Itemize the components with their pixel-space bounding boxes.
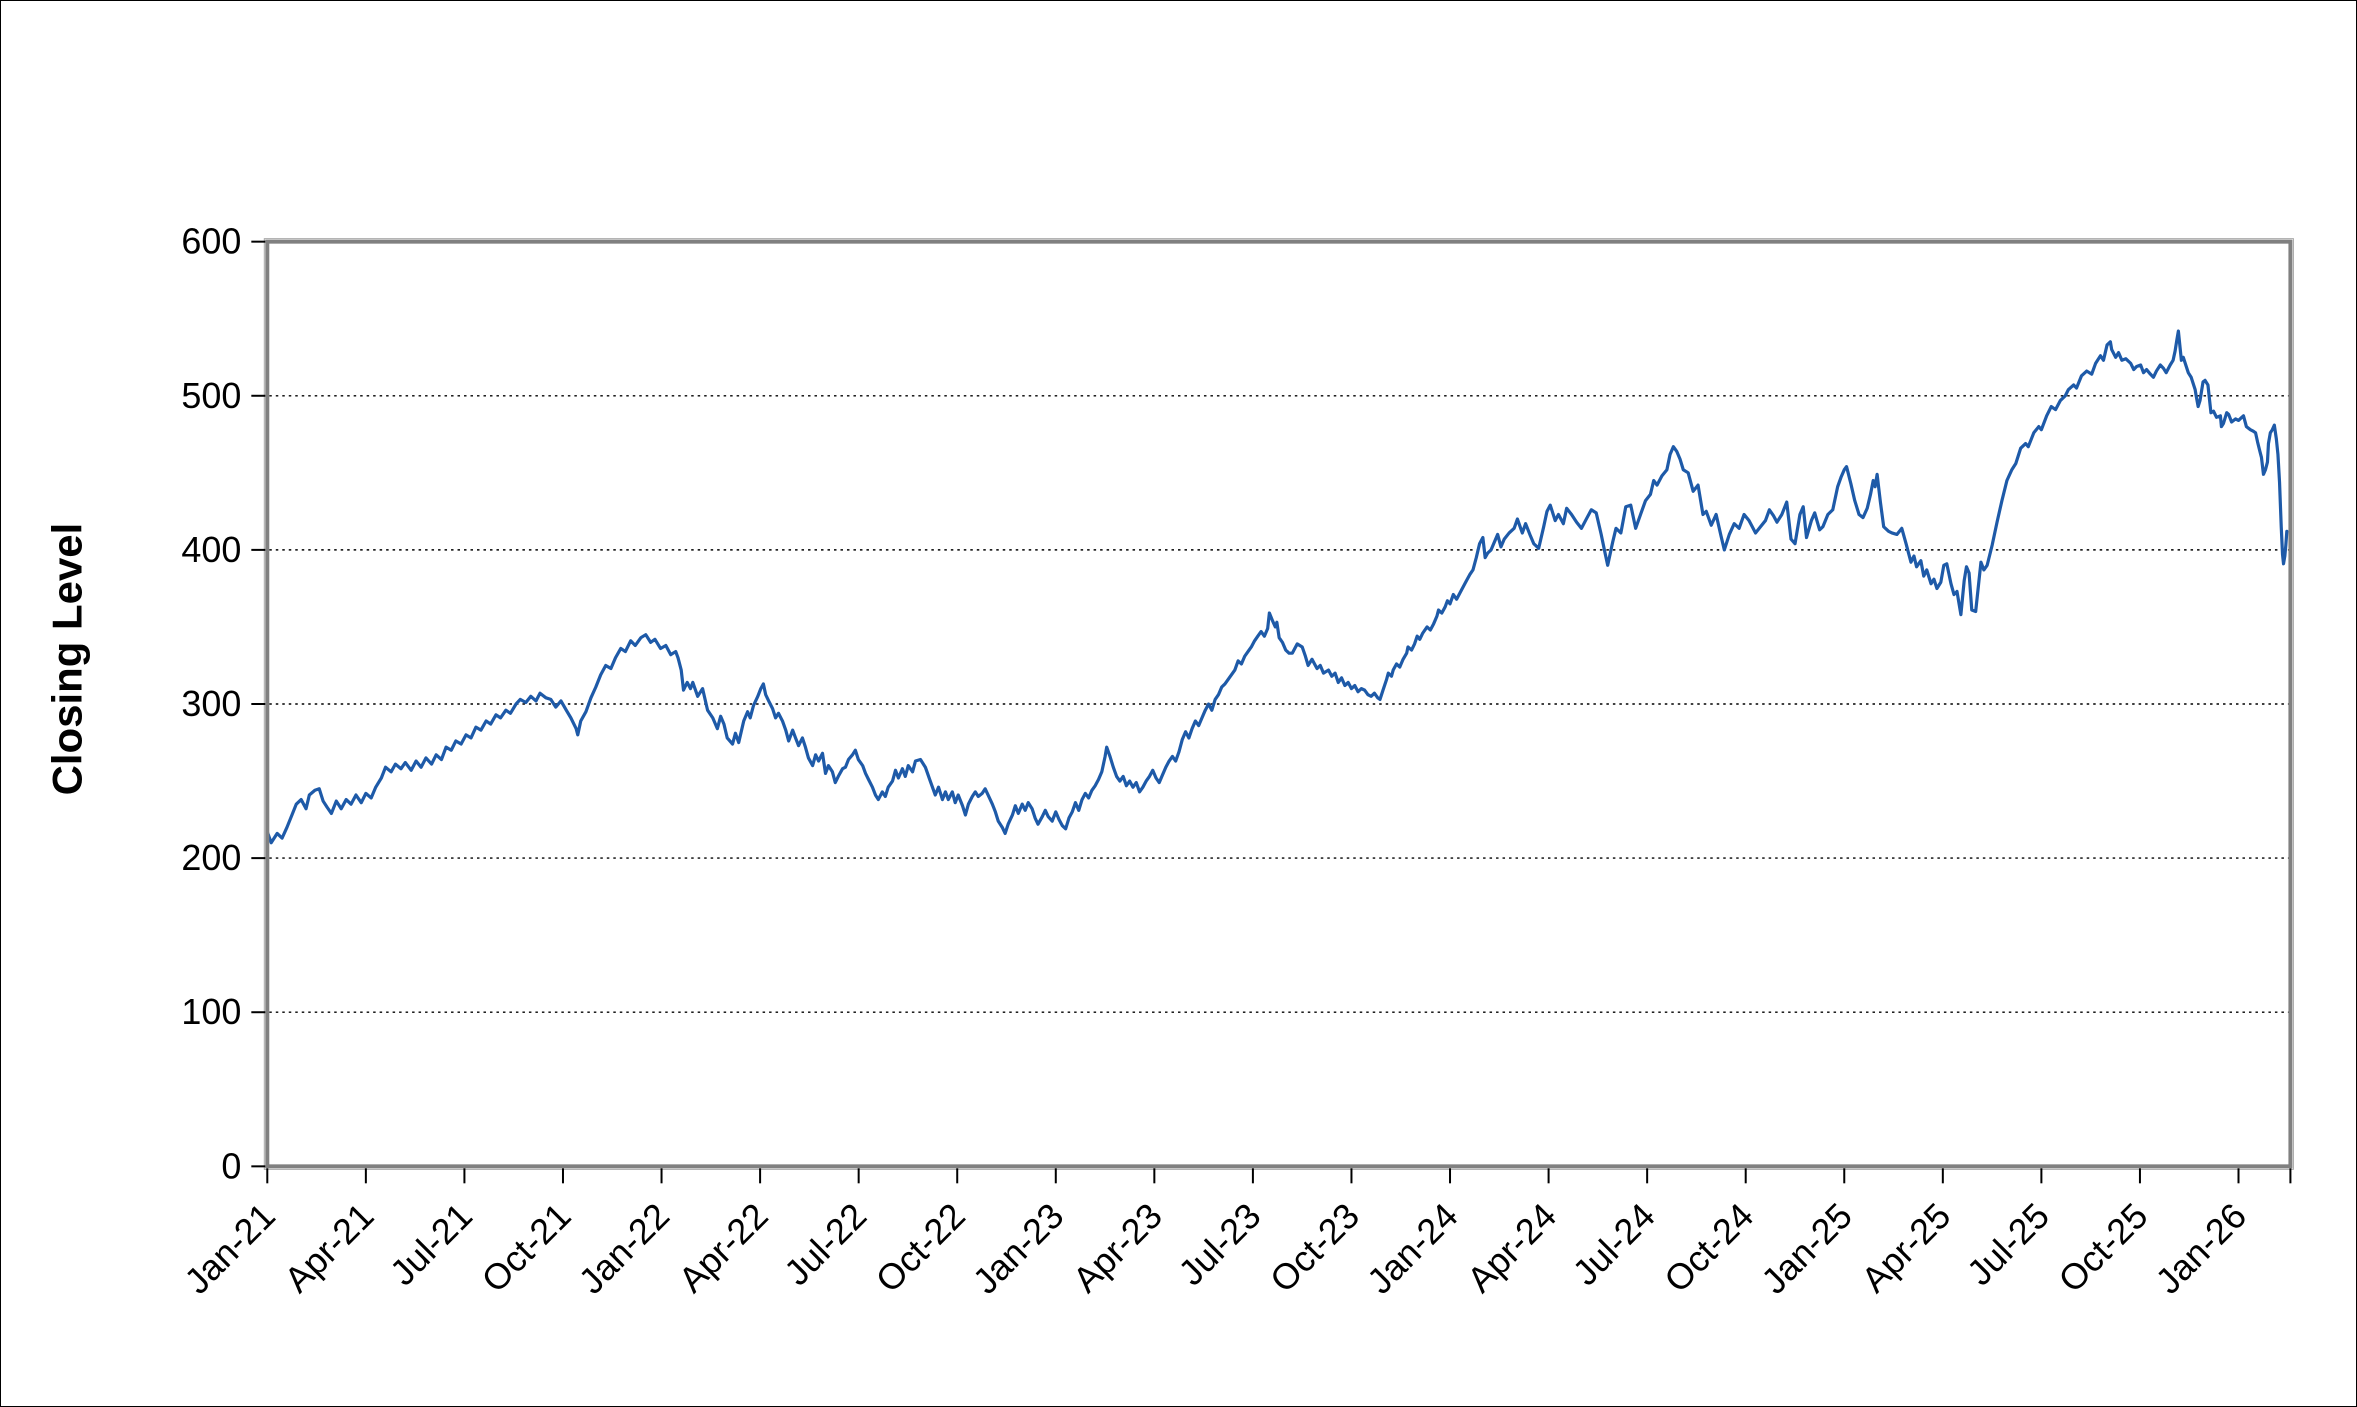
series-line-closing-level xyxy=(265,329,2289,845)
x-tick-label-Jul-22: Jul-22 xyxy=(776,1195,874,1293)
x-tick-label-Apr-24: Apr-24 xyxy=(1459,1195,1564,1300)
y-tick-label-400: 400 xyxy=(181,529,241,570)
plot-frame xyxy=(265,239,2293,1169)
x-tick-label-Oct-21: Oct-21 xyxy=(473,1195,578,1300)
x-tick-label-Jan-25: Jan-25 xyxy=(1753,1195,1860,1302)
x-tick-label-Apr-23: Apr-23 xyxy=(1065,1195,1170,1300)
series-layer xyxy=(265,329,2289,845)
x-tick-label-Oct-22: Oct-22 xyxy=(868,1195,973,1300)
x-tick-label-Jul-21: Jul-21 xyxy=(382,1195,480,1293)
y-tick-label-200: 200 xyxy=(181,837,241,878)
x-tick-label-Jan-24: Jan-24 xyxy=(1359,1195,1466,1302)
x-tick-label-Apr-25: Apr-25 xyxy=(1853,1195,1958,1300)
y-tick-label-600: 600 xyxy=(181,221,241,262)
y-tick-label-0: 0 xyxy=(221,1145,241,1186)
x-tick-label-Apr-21: Apr-21 xyxy=(276,1195,381,1300)
x-tick-label-Jan-23: Jan-23 xyxy=(965,1195,1072,1302)
y-tick-label-500: 500 xyxy=(181,375,241,416)
x-tick-label-Jan-21: Jan-21 xyxy=(176,1195,283,1302)
x-tick-label-Jul-24: Jul-24 xyxy=(1565,1195,1663,1293)
x-tick-label-Jan-22: Jan-22 xyxy=(570,1195,677,1302)
x-tick-label-Oct-23: Oct-23 xyxy=(1262,1195,1367,1300)
y-tick-label-100: 100 xyxy=(181,991,241,1032)
y-axis-title: Closing Level xyxy=(44,523,91,796)
gridlines-layer xyxy=(269,395,2289,1013)
x-tick-label-Apr-22: Apr-22 xyxy=(670,1195,775,1300)
y-tick-label-300: 300 xyxy=(181,683,241,724)
x-tick-label-Jul-25: Jul-25 xyxy=(1959,1195,2057,1293)
x-tick-label-Jul-23: Jul-23 xyxy=(1170,1195,1268,1293)
x-tick-label-Oct-24: Oct-24 xyxy=(1656,1195,1761,1300)
x-tick-label-Oct-25: Oct-25 xyxy=(2050,1195,2155,1300)
x-tick-label-Jan-26: Jan-26 xyxy=(2147,1195,2254,1302)
